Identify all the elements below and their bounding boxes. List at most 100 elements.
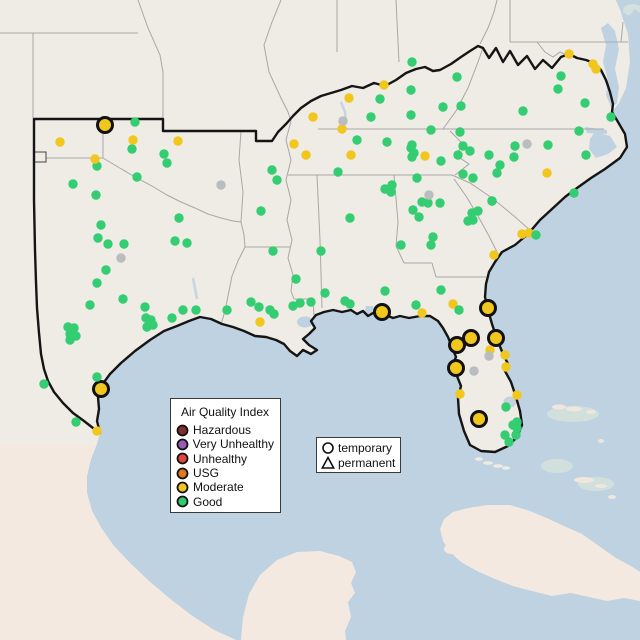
monitor-marker-large[interactable]	[479, 299, 497, 317]
monitor-marker[interactable]	[96, 220, 106, 230]
monitor-marker[interactable]	[170, 236, 180, 246]
monitor-marker[interactable]	[352, 135, 362, 145]
monitor-marker[interactable]	[222, 305, 232, 315]
monitor-marker[interactable]	[453, 150, 463, 160]
monitor-marker[interactable]	[162, 158, 172, 168]
monitor-marker[interactable]	[178, 305, 188, 315]
monitor-marker[interactable]	[366, 112, 376, 122]
monitor-marker[interactable]	[191, 305, 201, 315]
monitor-marker[interactable]	[127, 144, 137, 154]
monitor-marker[interactable]	[272, 175, 282, 185]
monitor-marker[interactable]	[417, 308, 427, 318]
monitor-marker[interactable]	[118, 294, 128, 304]
monitor-marker[interactable]	[65, 335, 75, 345]
monitor-marker[interactable]	[344, 93, 354, 103]
monitor-marker[interactable]	[116, 253, 126, 263]
monitor-marker[interactable]	[448, 299, 458, 309]
monitor-marker[interactable]	[468, 173, 478, 183]
monitor-marker[interactable]	[291, 274, 301, 284]
monitor-marker[interactable]	[308, 112, 318, 122]
monitor-marker[interactable]	[256, 206, 266, 216]
monitor-marker[interactable]	[182, 238, 192, 248]
monitor-marker[interactable]	[542, 168, 552, 178]
monitor-marker[interactable]	[456, 101, 466, 111]
monitor-marker[interactable]	[580, 98, 590, 108]
monitor-marker[interactable]	[407, 57, 417, 67]
monitor-marker[interactable]	[556, 71, 566, 81]
monitor-marker[interactable]	[467, 208, 477, 218]
monitor-marker[interactable]	[375, 94, 385, 104]
monitor-marker[interactable]	[132, 172, 142, 182]
monitor-marker[interactable]	[71, 417, 81, 427]
monitor-marker[interactable]	[500, 350, 510, 360]
monitor-marker[interactable]	[564, 49, 574, 59]
monitor-marker[interactable]	[92, 278, 102, 288]
monitor-marker[interactable]	[531, 230, 541, 240]
monitor-marker[interactable]	[489, 250, 499, 260]
monitor-marker[interactable]	[408, 205, 418, 215]
monitor-marker[interactable]	[543, 140, 553, 150]
monitor-marker[interactable]	[465, 146, 475, 156]
monitor-marker[interactable]	[406, 85, 416, 95]
monitor-marker[interactable]	[255, 317, 265, 327]
monitor-marker[interactable]	[173, 136, 183, 146]
monitor-marker[interactable]	[103, 239, 113, 249]
monitor-marker[interactable]	[428, 232, 438, 242]
monitor-marker[interactable]	[380, 286, 390, 296]
monitor-marker[interactable]	[522, 139, 532, 149]
monitor-marker[interactable]	[320, 288, 330, 298]
monitor-marker-large[interactable]	[96, 116, 114, 134]
monitor-marker[interactable]	[484, 150, 494, 160]
monitor-marker[interactable]	[510, 141, 520, 151]
monitor-marker[interactable]	[269, 309, 279, 319]
monitor-marker[interactable]	[345, 299, 355, 309]
monitor-marker[interactable]	[424, 190, 434, 200]
monitor-marker[interactable]	[435, 198, 445, 208]
monitor-marker[interactable]	[382, 137, 392, 147]
monitor-marker[interactable]	[159, 149, 169, 159]
monitor-marker[interactable]	[438, 102, 448, 112]
monitor-marker[interactable]	[167, 313, 177, 323]
monitor-marker[interactable]	[454, 305, 464, 315]
monitor-marker-large[interactable]	[447, 359, 465, 377]
monitor-marker[interactable]	[130, 117, 140, 127]
monitor-marker[interactable]	[509, 152, 519, 162]
monitor-marker[interactable]	[501, 402, 511, 412]
monitor-marker[interactable]	[458, 141, 468, 151]
monitor-marker[interactable]	[92, 372, 102, 382]
monitor-marker[interactable]	[142, 322, 152, 332]
monitor-marker[interactable]	[484, 351, 494, 361]
monitor-marker[interactable]	[295, 298, 305, 308]
monitor-marker[interactable]	[316, 246, 326, 256]
monitor-marker[interactable]	[93, 233, 103, 243]
monitor-marker[interactable]	[468, 215, 478, 225]
monitor-marker[interactable]	[301, 150, 311, 160]
monitor-marker[interactable]	[91, 190, 101, 200]
monitor-marker[interactable]	[387, 180, 397, 190]
monitor-marker[interactable]	[469, 366, 479, 376]
monitor-marker[interactable]	[396, 240, 406, 250]
monitor-marker[interactable]	[512, 390, 522, 400]
monitor-marker[interactable]	[420, 151, 430, 161]
monitor-marker[interactable]	[504, 437, 514, 447]
monitor-marker[interactable]	[216, 180, 226, 190]
monitor-marker[interactable]	[500, 430, 510, 440]
monitor-marker[interactable]	[495, 160, 505, 170]
monitor-marker[interactable]	[406, 110, 416, 120]
monitor-marker[interactable]	[553, 84, 563, 94]
monitor-marker[interactable]	[512, 423, 522, 433]
monitor-marker[interactable]	[267, 165, 277, 175]
monitor-marker[interactable]	[246, 297, 256, 307]
monitor-marker[interactable]	[414, 212, 424, 222]
monitor-marker[interactable]	[426, 240, 436, 250]
monitor-marker[interactable]	[436, 156, 446, 166]
monitor-marker[interactable]	[39, 379, 49, 389]
monitor-marker[interactable]	[254, 302, 264, 312]
monitor-marker[interactable]	[306, 297, 316, 307]
monitor-marker[interactable]	[409, 148, 419, 158]
monitor-marker[interactable]	[379, 80, 389, 90]
monitor-marker-large[interactable]	[487, 329, 505, 347]
monitor-marker[interactable]	[337, 124, 347, 134]
monitor-marker[interactable]	[458, 169, 468, 179]
